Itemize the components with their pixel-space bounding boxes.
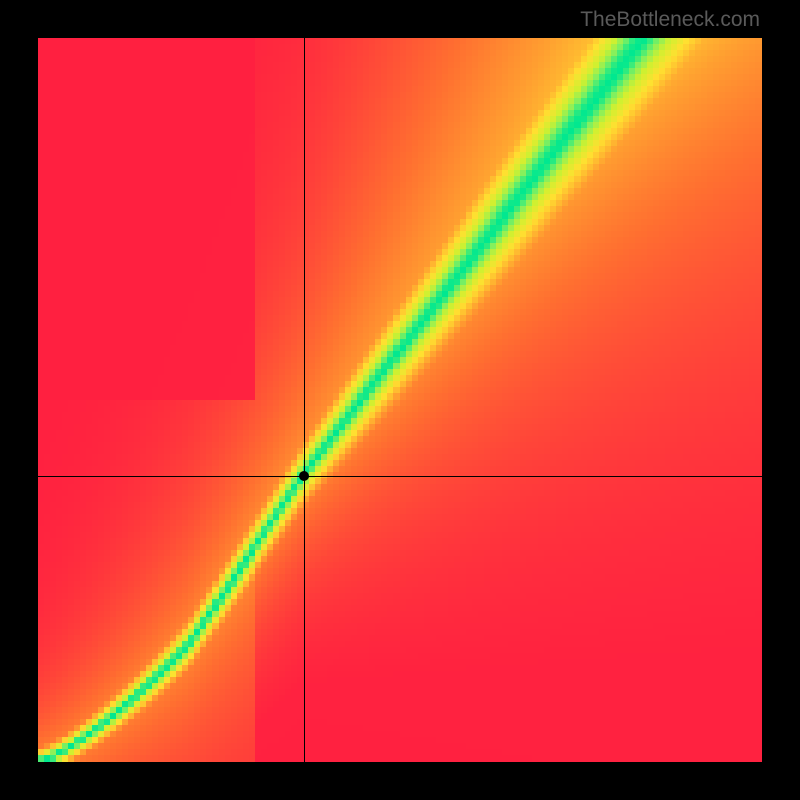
heatmap-canvas — [38, 38, 762, 762]
crosshair-horizontal — [38, 476, 762, 477]
crosshair-marker — [299, 471, 309, 481]
watermark-text: TheBottleneck.com — [580, 8, 760, 32]
crosshair-vertical — [304, 38, 305, 762]
heatmap-plot — [38, 38, 762, 762]
